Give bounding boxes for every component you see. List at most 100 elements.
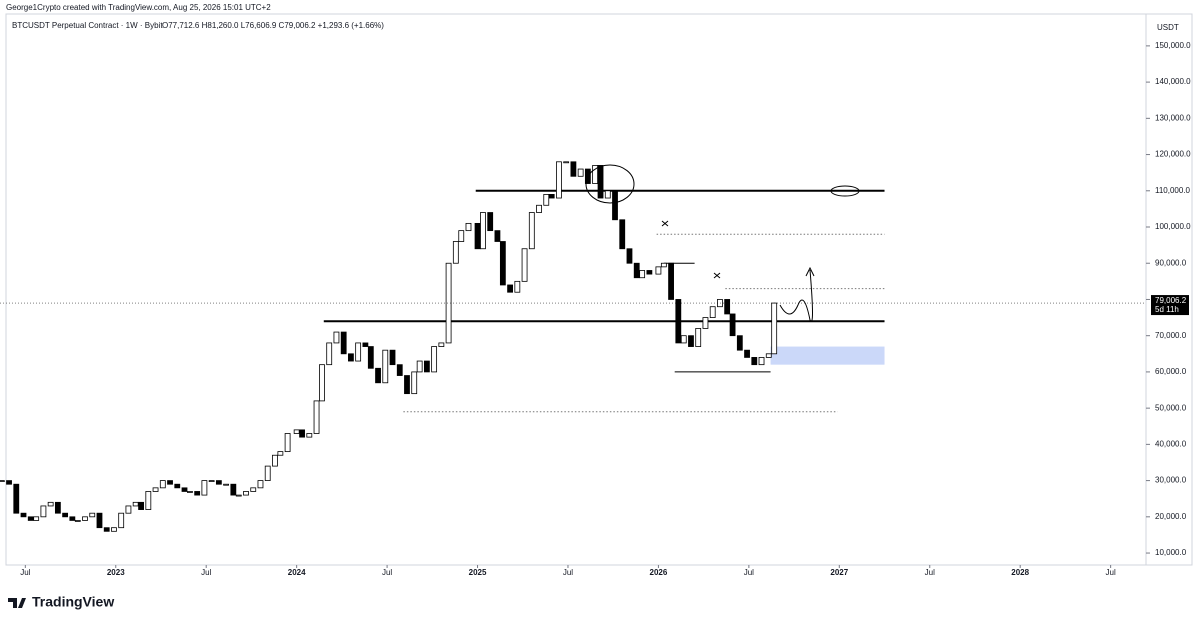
candle xyxy=(313,400,320,434)
plot: 10,000.0 20,000.0 30,000.0 40,000.0 50,000.0… xyxy=(0,41,1191,577)
candle xyxy=(382,349,389,384)
candle xyxy=(132,501,139,507)
candle xyxy=(103,527,110,532)
candle xyxy=(771,302,778,355)
last-price-box xyxy=(1151,295,1189,316)
candle xyxy=(264,465,271,481)
y-tick-label: 20,000.0 xyxy=(1155,512,1187,521)
candle xyxy=(389,349,396,366)
candle xyxy=(319,364,325,402)
x-tick-label: Jul xyxy=(563,568,573,577)
candle xyxy=(230,483,237,496)
y-tick-label: 70,000.0 xyxy=(1155,331,1187,340)
last-price-label: 79,006.2 xyxy=(1155,296,1187,305)
candle xyxy=(145,491,152,510)
x-sketch xyxy=(661,220,721,279)
candle xyxy=(724,299,731,315)
x-tick-label: Jul xyxy=(1106,568,1116,577)
candle xyxy=(604,190,611,199)
zone xyxy=(770,346,885,365)
candle xyxy=(20,512,27,518)
circle-sketch xyxy=(585,164,635,204)
candle xyxy=(284,433,291,453)
y-tick-label: 140,000.0 xyxy=(1155,77,1191,86)
candle xyxy=(751,357,758,366)
candle xyxy=(125,505,132,514)
candle xyxy=(445,262,452,344)
candle xyxy=(521,248,528,282)
candle xyxy=(181,487,188,492)
candle xyxy=(194,491,201,496)
y-tick-label: 30,000.0 xyxy=(1155,476,1187,485)
candle xyxy=(474,222,481,250)
candle xyxy=(62,512,69,518)
candle xyxy=(174,483,181,489)
frame xyxy=(5,13,1193,566)
candle xyxy=(619,219,626,250)
candle xyxy=(702,317,709,329)
candle xyxy=(201,480,208,496)
candle xyxy=(499,241,506,286)
candle xyxy=(758,357,765,366)
candle xyxy=(54,501,61,514)
candle xyxy=(47,501,54,507)
candle xyxy=(465,222,472,232)
candle xyxy=(577,168,584,177)
candle xyxy=(187,491,193,493)
candle xyxy=(235,494,242,497)
candle xyxy=(438,342,445,347)
x-tick-label: 2023 xyxy=(107,568,125,577)
candle xyxy=(494,230,501,242)
header: George1Crypto created with TradingView.c… xyxy=(6,3,271,12)
x-tick-label: 2024 xyxy=(288,568,306,577)
candle xyxy=(543,194,550,206)
candle xyxy=(299,429,305,438)
candle xyxy=(96,512,103,529)
candle xyxy=(514,280,521,293)
y-tick-label: 40,000.0 xyxy=(1155,439,1187,448)
y-tick-label: 90,000.0 xyxy=(1155,258,1187,267)
candle xyxy=(362,342,369,347)
candle xyxy=(528,212,535,250)
candle xyxy=(592,165,599,184)
candle xyxy=(13,483,20,514)
y-tick-label: 50,000.0 xyxy=(1155,403,1187,412)
x-tick-label: 2026 xyxy=(650,568,668,577)
candle xyxy=(89,512,96,518)
candle xyxy=(423,360,430,373)
candle xyxy=(536,204,542,213)
candle xyxy=(695,328,702,347)
currency: USDT xyxy=(1157,23,1179,32)
candle xyxy=(250,487,257,492)
wave-arrow xyxy=(779,266,815,322)
candle xyxy=(680,335,687,344)
candle xyxy=(709,306,716,318)
candle xyxy=(111,527,117,532)
candle xyxy=(570,161,577,177)
x-tick-label: 2028 xyxy=(1011,568,1029,577)
candle xyxy=(340,331,347,355)
candle xyxy=(633,262,640,279)
candle xyxy=(626,248,633,264)
y-tick-label: 100,000.0 xyxy=(1155,222,1191,231)
candle xyxy=(668,262,674,300)
candle xyxy=(27,516,34,521)
candle xyxy=(355,342,362,362)
candle xyxy=(277,451,284,456)
candle xyxy=(452,241,459,264)
candle xyxy=(306,433,313,438)
candle xyxy=(480,212,486,250)
candle xyxy=(416,360,423,373)
candle xyxy=(152,487,159,492)
candle xyxy=(612,190,618,221)
candle xyxy=(729,313,736,337)
y-tick-label: 120,000.0 xyxy=(1155,150,1191,159)
x-tick-label: Jul xyxy=(20,568,30,577)
candle xyxy=(6,480,12,485)
candle xyxy=(597,165,604,199)
candle xyxy=(646,270,653,275)
candle xyxy=(293,429,300,434)
candle xyxy=(563,161,570,164)
